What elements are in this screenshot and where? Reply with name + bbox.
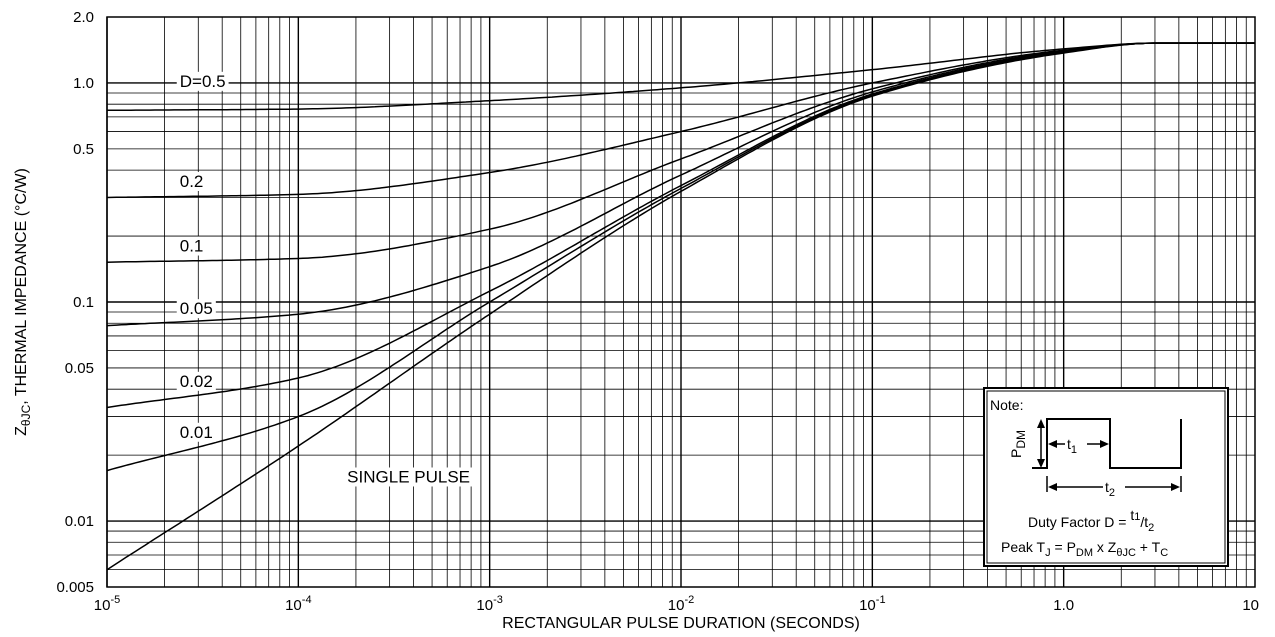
x-tick-label: 10-1 bbox=[859, 594, 885, 614]
curve-label-text: 0.05 bbox=[180, 299, 213, 318]
curve-label: 0.05 bbox=[176, 299, 216, 319]
x-tick-label: 10-2 bbox=[668, 594, 694, 614]
y-tick-label: 0.005 bbox=[56, 579, 94, 596]
curve-label: 0.02 bbox=[176, 371, 216, 391]
x-tick-label: 10-5 bbox=[94, 594, 120, 614]
curve-single-pulse bbox=[106, 42, 1255, 571]
curve-label-text: D=0.5 bbox=[180, 72, 226, 91]
y-tick-label: 0.5 bbox=[73, 141, 94, 158]
curve-label-text: 0.01 bbox=[180, 423, 213, 442]
curve-label: D=0.5 bbox=[176, 71, 229, 91]
curve-d-0-5 bbox=[107, 42, 1255, 112]
y-tick-label: 2.0 bbox=[73, 9, 94, 26]
curves bbox=[106, 42, 1255, 571]
t2-label: t2 bbox=[1105, 479, 1115, 499]
t1-label: t1 bbox=[1067, 436, 1077, 456]
x-tick-label: 10-3 bbox=[476, 594, 502, 614]
y-tick-label: 0.05 bbox=[65, 360, 94, 377]
plot-frame bbox=[106, 16, 1256, 588]
x-tick-label: 10 bbox=[1242, 597, 1259, 614]
curve-label: SINGLE PULSE bbox=[344, 467, 474, 487]
pulse-waveform bbox=[1032, 418, 1182, 469]
x-tick-label: 10-4 bbox=[285, 594, 311, 614]
pdm-label: PDM bbox=[1008, 430, 1028, 458]
curve-label-text: 0.2 bbox=[180, 172, 204, 191]
curve-label: 0.01 bbox=[176, 422, 216, 442]
y-tick-label: 1.0 bbox=[73, 75, 94, 92]
y-axis-label: ZθJC, THERMAL IMPEDANCE (°C/W) bbox=[13, 168, 33, 436]
curve-labels: D=0.5 0.2 0.1 0.05 0.02 0.01 SINGLE PULSE bbox=[176, 71, 474, 487]
curve-label-text: SINGLE PULSE bbox=[347, 467, 470, 486]
curve-label: 0.2 bbox=[176, 171, 207, 191]
note-title: Note: bbox=[990, 397, 1023, 413]
x-tick-labels: 10-5 10-4 10-3 10-2 10-1 1.0 10 bbox=[94, 594, 1259, 614]
x-axis-label: RECTANGULAR PULSE DURATION (SECONDS) bbox=[502, 615, 860, 632]
duty-factor-text: Duty Factor D = t1/t2 bbox=[1028, 507, 1154, 534]
y-tick-label: 0.01 bbox=[65, 513, 94, 530]
y-tick-labels: 2.0 1.0 0.5 0.1 0.05 0.01 0.005 bbox=[56, 9, 94, 596]
note-box: Note: PDM t1 t2 Duty Factor D = t1/t2 bbox=[983, 387, 1229, 567]
curve-label: 0.1 bbox=[176, 236, 207, 256]
curve-label-text: 0.1 bbox=[180, 237, 204, 256]
x-tick-label: 1.0 bbox=[1053, 597, 1074, 614]
curve-label-text: 0.02 bbox=[180, 372, 213, 391]
y-tick-label: 0.1 bbox=[73, 294, 94, 311]
peak-tj-text: Peak TJ = PDM x ZθJC + TC bbox=[1001, 539, 1168, 559]
